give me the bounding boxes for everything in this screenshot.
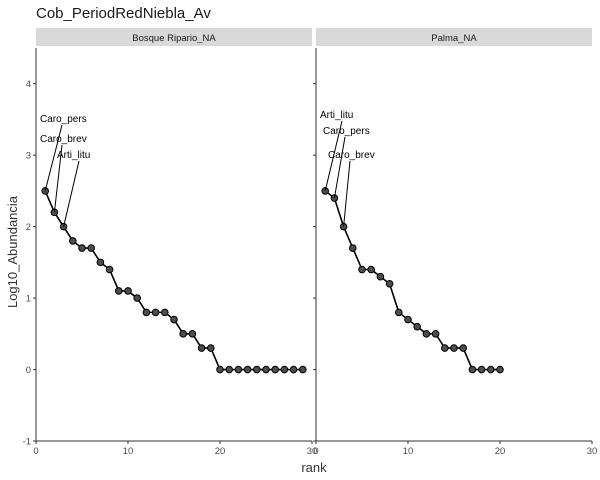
data-point <box>142 308 151 317</box>
data-point <box>234 365 243 374</box>
data-point <box>496 365 504 374</box>
x-tick-label: 20 <box>495 446 506 457</box>
data-point <box>413 322 422 331</box>
annotation-leader-line <box>343 160 351 227</box>
y-tick-label: 2 <box>26 222 31 233</box>
annotation-leader-line <box>333 136 346 199</box>
x-tick-label: 0 <box>33 446 38 457</box>
data-point <box>243 365 252 374</box>
data-point <box>385 280 394 288</box>
annotation-label: Caro_brev <box>40 134 87 145</box>
data-point <box>161 308 169 317</box>
facet-strip-label: Palma_NA <box>431 33 477 44</box>
data-point <box>477 365 486 374</box>
data-point <box>96 258 105 267</box>
y-axis-title: Log10_Abundancia <box>5 195 20 308</box>
y-tick-label: -1 <box>23 437 31 448</box>
data-point <box>115 287 123 295</box>
data-point <box>349 244 357 252</box>
data-point <box>299 365 307 374</box>
data-point <box>105 265 114 274</box>
data-point <box>280 365 289 374</box>
data-point <box>225 365 233 374</box>
annotation-label: Caro_pers <box>323 126 370 137</box>
annotation-leader-line <box>63 160 80 227</box>
facet-panel: Palma_NA 0 10 20 30 Arti_litu Caro_pers Caro_br… <box>313 28 597 457</box>
annotation-label: Caro_pers <box>40 114 87 125</box>
x-tick-label: 0 <box>313 446 318 457</box>
data-point <box>188 330 197 338</box>
chart-title: Cob_PeriodRedNiebla_Av <box>36 5 211 22</box>
annotation-label: Arti_litu <box>320 110 353 121</box>
data-point <box>252 365 261 374</box>
y-tick-label: 3 <box>26 151 31 162</box>
x-tick-label: 30 <box>307 446 318 457</box>
y-tick-label: 1 <box>26 294 31 305</box>
data-point <box>450 344 458 352</box>
y-tick-label: 4 <box>26 79 31 90</box>
annotation-label: Caro_brev <box>328 150 375 161</box>
data-point <box>459 344 468 352</box>
annotation-leader-line <box>53 144 63 213</box>
data-point <box>376 272 385 281</box>
series-line <box>44 190 303 371</box>
data-point <box>431 330 440 338</box>
x-axis-title: rank <box>301 460 327 475</box>
data-point <box>271 365 280 374</box>
x-tick-label: 30 <box>587 446 598 457</box>
data-point <box>151 308 160 317</box>
facet-strip <box>316 28 592 46</box>
data-point <box>124 287 132 295</box>
data-point <box>404 315 412 324</box>
x-tick-label: 10 <box>123 446 134 457</box>
data-point <box>262 365 270 374</box>
data-point <box>69 237 77 245</box>
data-point <box>487 365 495 374</box>
data-point <box>207 344 215 352</box>
data-point <box>367 265 376 274</box>
facet-strip <box>36 28 312 46</box>
data-point <box>358 265 366 274</box>
data-point <box>216 365 224 374</box>
data-point <box>87 244 95 252</box>
data-point <box>289 365 298 374</box>
annotation-leader-line <box>44 124 63 192</box>
data-point <box>170 315 178 324</box>
data-point <box>468 365 477 374</box>
x-tick-label: 10 <box>403 446 414 457</box>
data-point <box>395 308 403 317</box>
y-tick-label: 0 <box>26 365 31 376</box>
data-point <box>78 244 86 252</box>
annotation-leader-line <box>324 120 343 192</box>
data-point <box>133 294 141 302</box>
data-point <box>179 330 187 338</box>
data-point <box>197 344 206 352</box>
series-line <box>324 190 500 371</box>
x-tick-label: 20 <box>215 446 226 457</box>
annotation-label: Arti_litu <box>57 150 90 161</box>
data-point <box>422 330 431 338</box>
data-point <box>441 344 449 352</box>
facet-strip-label: Bosque Ripario_NA <box>132 33 216 44</box>
